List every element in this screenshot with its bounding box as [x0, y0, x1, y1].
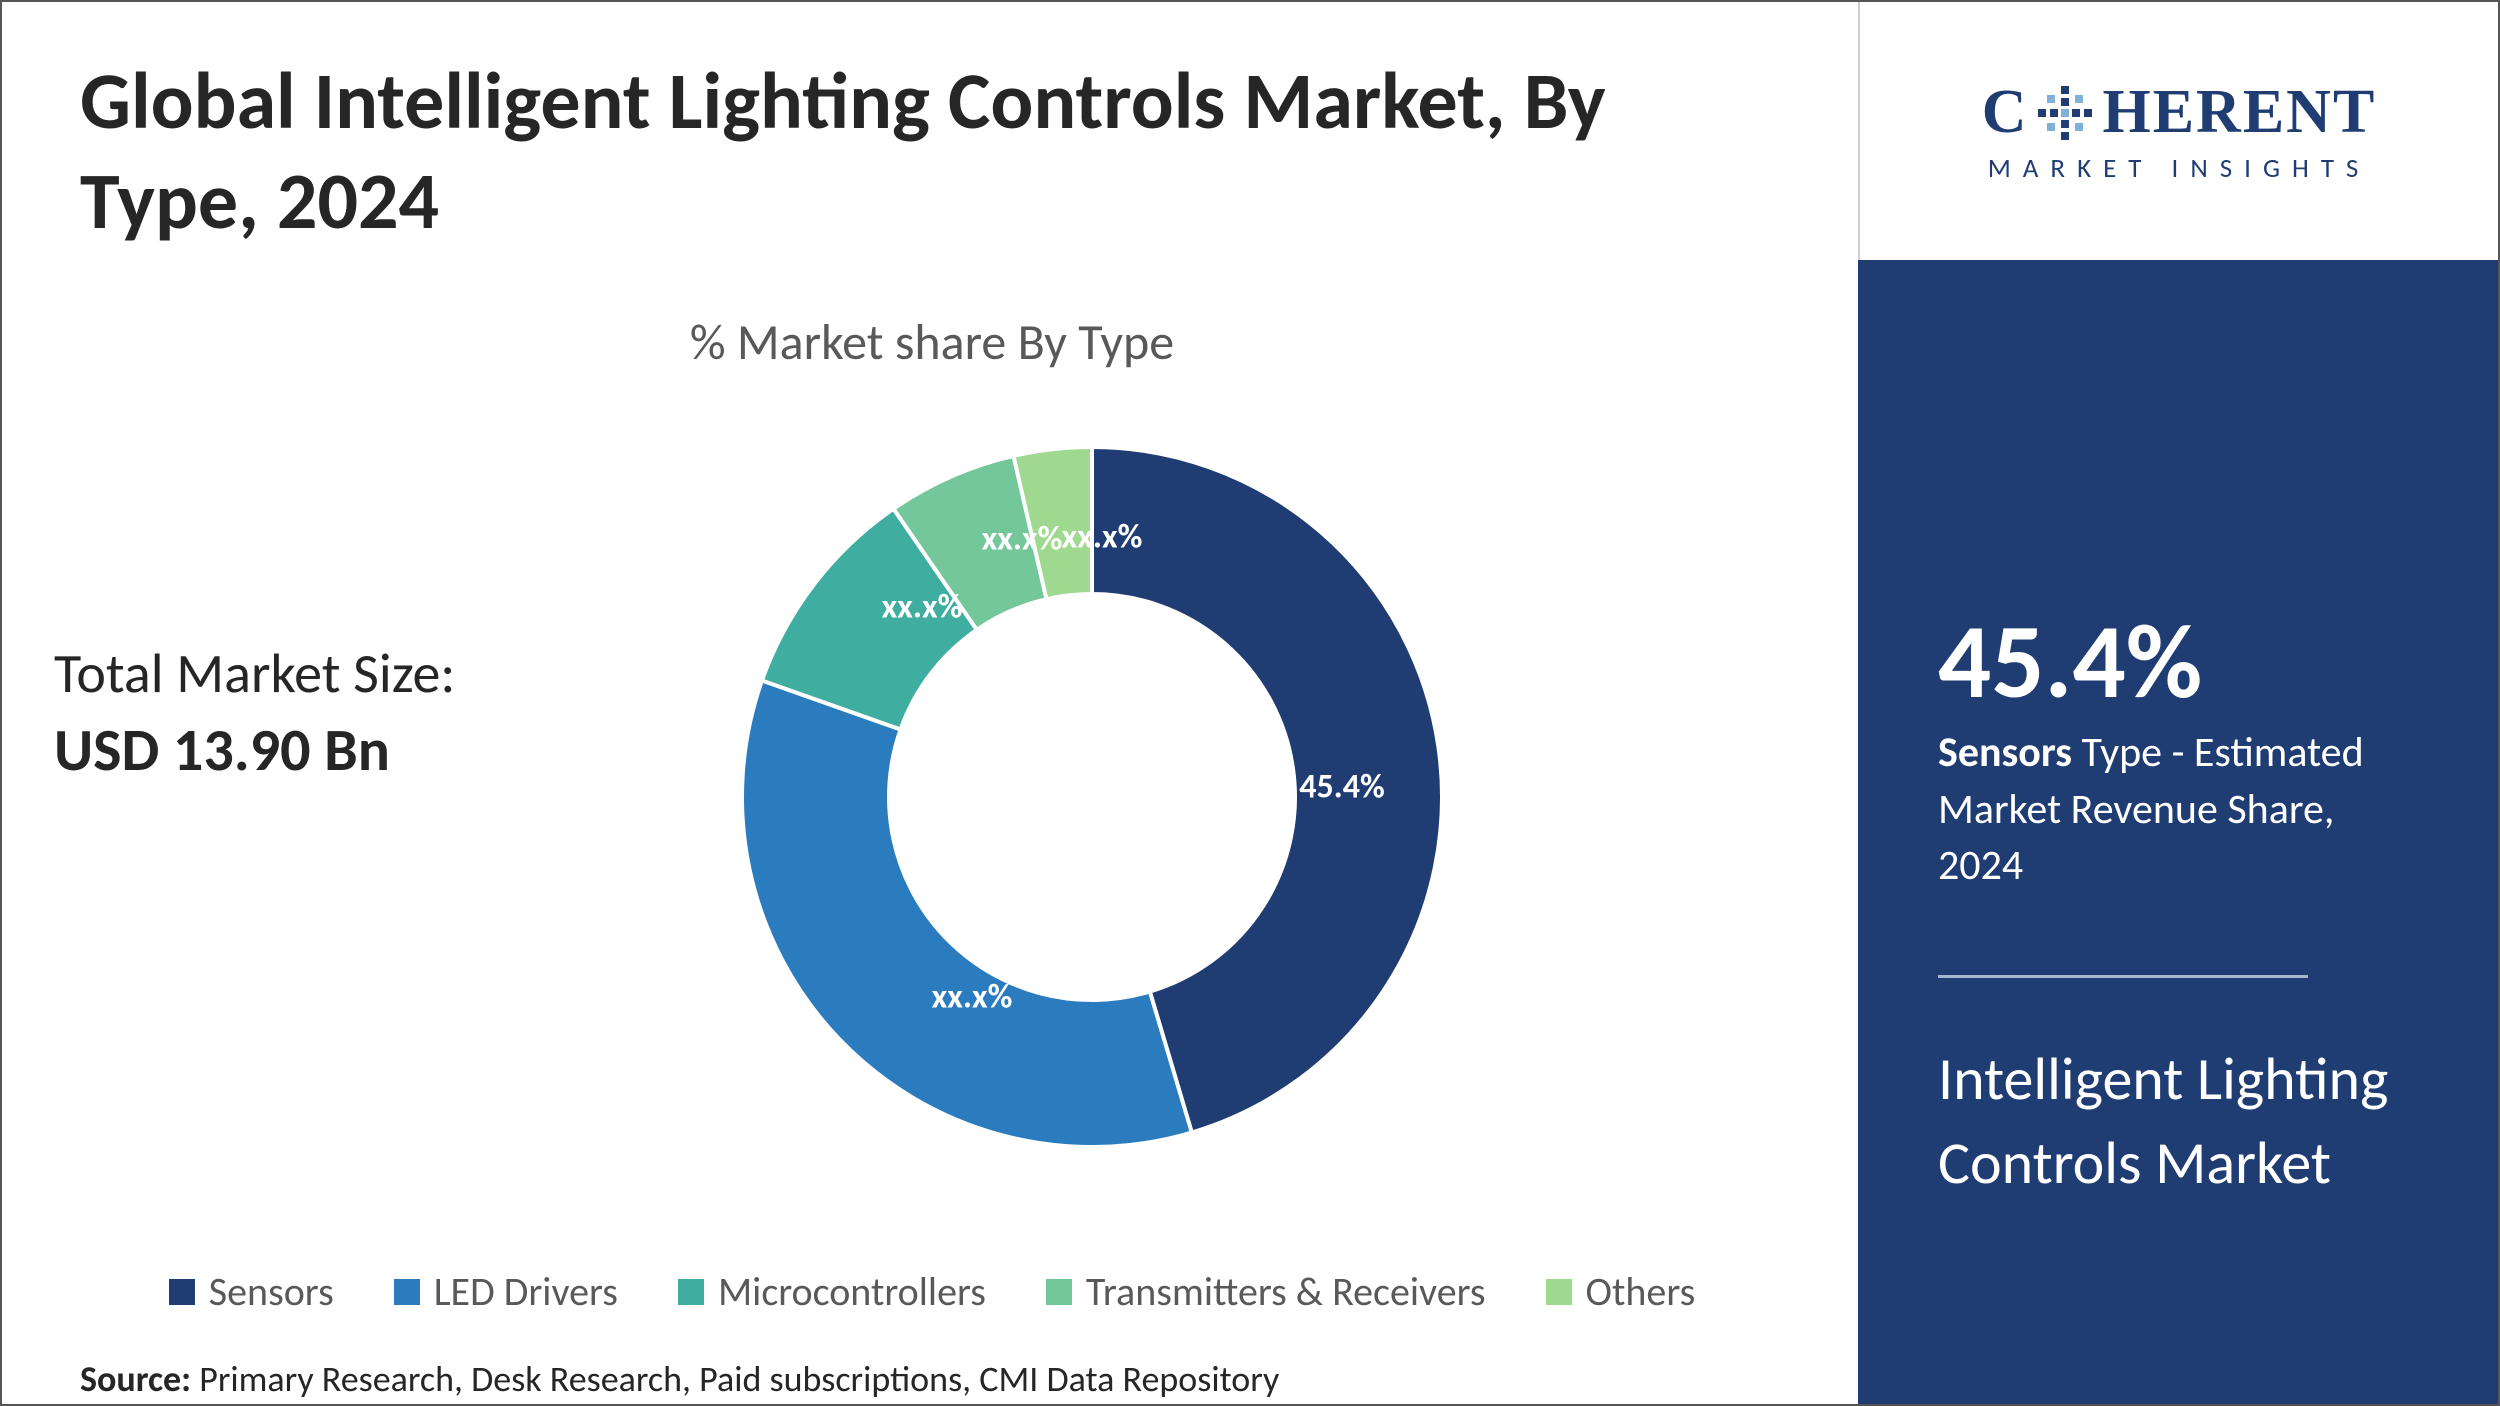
divider: [1938, 975, 2308, 978]
slice-label: xx.x%: [932, 977, 1013, 1018]
donut-slice-led-drivers: [742, 681, 1192, 1147]
main-area: Global Intelligent Lighting Controls Mar…: [2, 2, 1856, 1402]
slice-label: xx.x%: [882, 587, 963, 628]
brand-logo: C: [1858, 2, 2498, 260]
highlight-panel: 45.4% Sensors Type - Estimated Market Re…: [1858, 260, 2498, 1404]
total-market-value: USD 13.90 Bn: [54, 714, 390, 787]
legend-item: Others: [1546, 1267, 1696, 1316]
slice-label: xx.x%: [982, 519, 1063, 560]
slice-label: 45.4%: [1299, 767, 1385, 808]
highlight-text: Sensors Type - Estimated Market Revenue …: [1938, 725, 2418, 895]
infographic-frame: Global Intelligent Lighting Controls Mar…: [0, 0, 2500, 1406]
legend-item: LED Drivers: [394, 1267, 618, 1316]
legend-item: Transmitters & Receivers: [1046, 1267, 1486, 1316]
slice-label: xx.x%: [1062, 517, 1143, 558]
donut-chart: 45.4%xx.x%xx.x%xx.x%xx.x%: [737, 442, 1447, 1152]
legend-label: Microcontrollers: [718, 1267, 986, 1316]
logo-prefix: C: [1982, 77, 2029, 148]
legend-swatch: [169, 1279, 195, 1305]
legend-item: Sensors: [169, 1267, 334, 1316]
legend-swatch: [1046, 1279, 1072, 1305]
logo-suffix: HERENT: [2102, 77, 2376, 148]
highlight-bold: Sensors: [1938, 727, 2072, 778]
logo-sub: MARKET INSIGHTS: [1988, 152, 2371, 185]
legend-swatch: [394, 1279, 420, 1305]
total-market-label: Total Market Size:: [54, 640, 455, 708]
legend-swatch: [678, 1279, 704, 1305]
chart-subtitle: % Market share By Type: [2, 312, 1862, 373]
page-title: Global Intelligent Lighting Controls Mar…: [80, 52, 1740, 252]
chart-legend: Sensors LED Drivers Microcontrollers Transm…: [2, 1267, 1862, 1316]
legend-swatch: [1546, 1279, 1572, 1305]
source-label: Source:: [80, 1357, 191, 1401]
market-name: Intelligent Lighting Controls Market: [1938, 1038, 2418, 1206]
legend-label: LED Drivers: [434, 1267, 618, 1316]
source-line: Source: Primary Research, Desk Research,…: [80, 1357, 1279, 1401]
highlight-percent: 45.4%: [1938, 610, 2418, 715]
logo-main: C: [1982, 77, 2377, 148]
legend-label: Others: [1586, 1267, 1696, 1316]
right-panel: C: [1858, 2, 2498, 1402]
legend-label: Sensors: [209, 1267, 334, 1316]
legend-label: Transmitters & Receivers: [1086, 1267, 1486, 1316]
legend-item: Microcontrollers: [678, 1267, 986, 1316]
source-text: Primary Research, Desk Research, Paid su…: [199, 1357, 1279, 1401]
logo-globe-icon: [2036, 84, 2094, 142]
